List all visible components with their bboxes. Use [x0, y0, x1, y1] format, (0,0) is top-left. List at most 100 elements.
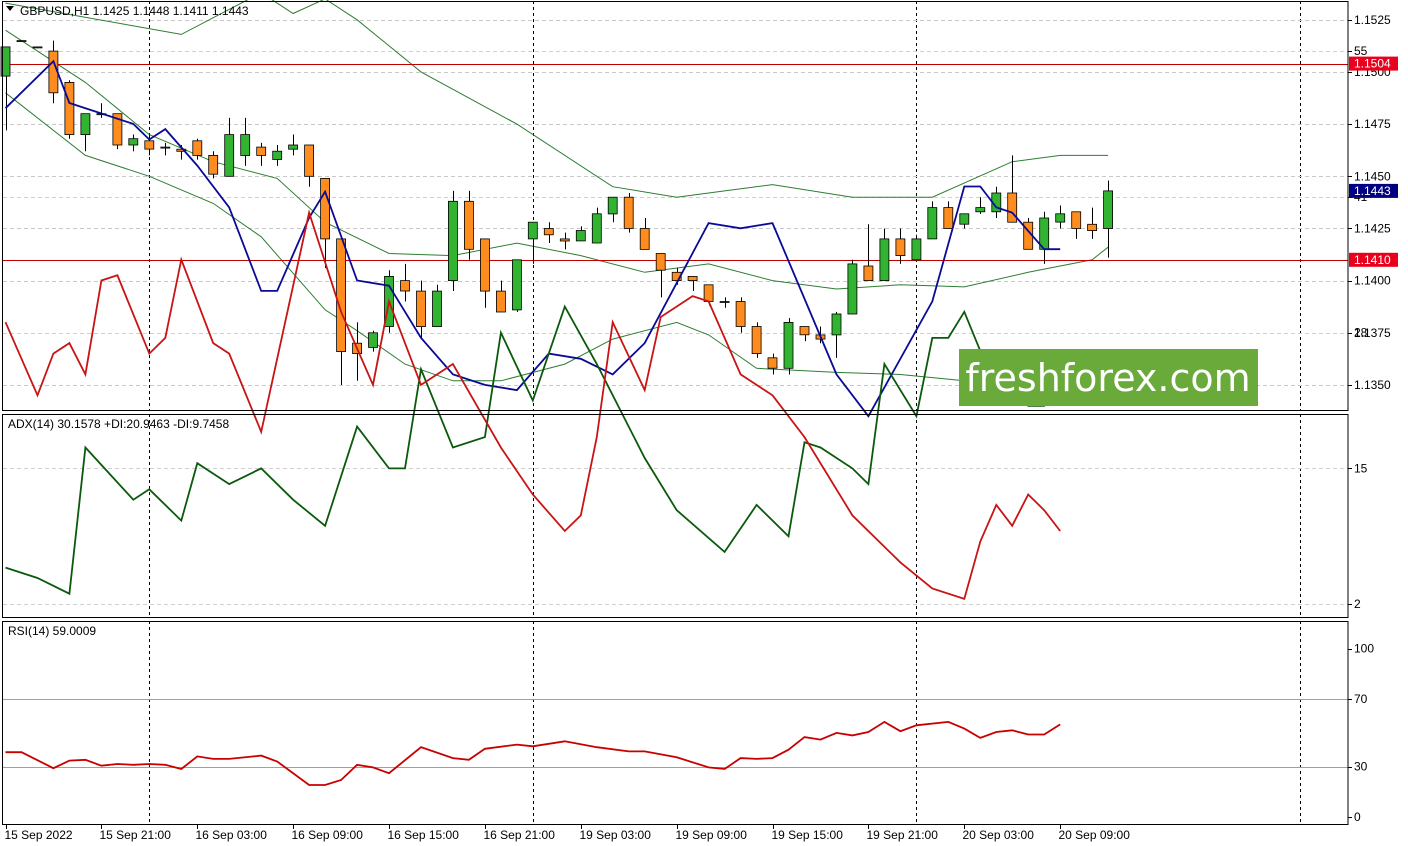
adx-tick-label: 55 — [1354, 44, 1368, 58]
time-tick-label: 20 Sep 09:00 — [1059, 828, 1131, 842]
time-tick-label: 19 Sep 15:00 — [772, 828, 844, 842]
candle-bull — [975, 197, 986, 214]
candle-body — [304, 144, 315, 177]
candle-body — [272, 150, 283, 160]
candle-bull — [1039, 211, 1050, 264]
candle-body — [368, 332, 378, 348]
candle-bear — [144, 134, 155, 156]
candle-bear — [639, 218, 650, 250]
candle-bear — [687, 275, 698, 292]
candle-bear — [751, 322, 762, 358]
candle-bull — [879, 228, 890, 281]
candle-body — [719, 301, 730, 303]
candle-bear — [304, 144, 315, 187]
adx-tick-label: 2 — [1354, 597, 1361, 611]
candlesticks — [0, 40, 1113, 385]
candle-body — [1071, 211, 1082, 229]
candle-body — [256, 146, 267, 156]
candle-body — [703, 284, 714, 302]
candle-body — [735, 301, 746, 327]
candle-bull — [1055, 205, 1066, 229]
watermark: freshforex.com — [959, 349, 1258, 406]
candle-body — [895, 238, 906, 256]
time-tick-label: 16 Sep 03:00 — [196, 828, 268, 842]
candle-bear — [559, 232, 570, 250]
candle-bear — [463, 190, 474, 260]
price-tick-label: 1.1475 — [1354, 117, 1391, 131]
candle-bear — [799, 326, 810, 342]
candle-body — [1007, 192, 1018, 223]
candle-bull — [368, 330, 378, 352]
candle-body — [208, 154, 219, 175]
adx-tick-label: 15 — [1354, 461, 1368, 475]
panel-frame-price — [2, 1, 1349, 411]
candle-bear — [208, 151, 219, 179]
price-tag-label: 1.1443 — [1354, 184, 1391, 198]
price-tick-label: 1.1400 — [1354, 274, 1391, 288]
candle-bull — [224, 117, 235, 177]
price-tag: 1.1443 — [1349, 183, 1398, 198]
price-tag-label: 1.1410 — [1354, 253, 1391, 267]
candle-body — [863, 265, 874, 282]
candle-body — [687, 275, 698, 281]
candle-bull — [0, 46, 11, 131]
candle-body — [432, 290, 442, 328]
bollinger-lower-band — [5, 92, 1109, 394]
candle-body — [336, 238, 347, 352]
candle-bear — [943, 201, 954, 229]
candle-body — [543, 228, 554, 236]
candle-body — [911, 238, 922, 261]
candle-body — [783, 321, 794, 369]
panel-frame-rsi — [2, 621, 1349, 825]
candle-bear — [256, 142, 267, 166]
candle-body — [479, 238, 490, 292]
minus-di-line — [4, 209, 1061, 601]
rsi-indicator — [5, 720, 1061, 786]
candle-body — [48, 50, 59, 94]
price-tag: 1.1410 — [1349, 253, 1398, 267]
candle-bear — [735, 297, 746, 333]
candle-bear — [655, 253, 666, 298]
price-tick-label: 1.1375 — [1354, 326, 1391, 340]
candle-bear — [352, 322, 363, 381]
candle-bull — [911, 234, 922, 261]
candle-body — [176, 148, 187, 152]
candle-bear — [863, 224, 874, 282]
candle-body — [160, 146, 171, 149]
watermark-text: freshforex.com — [965, 356, 1250, 400]
time-tick-label: 16 Sep 09:00 — [292, 828, 364, 842]
candle-bear — [416, 280, 426, 340]
candle-body — [639, 228, 650, 250]
adx-tick-label: 28 — [1354, 326, 1368, 340]
candle-bull — [96, 103, 107, 118]
candle-bear — [495, 280, 506, 313]
candle-body — [831, 313, 842, 336]
candle-body — [495, 290, 506, 313]
watermark-background — [959, 349, 1258, 406]
candle-body — [975, 207, 986, 213]
candle-body — [224, 134, 235, 177]
candle-bull — [288, 134, 299, 156]
candle-body — [607, 196, 618, 215]
rsi-line — [5, 720, 1061, 786]
candle-bull — [80, 113, 91, 152]
rsi-tick-label: 100 — [1354, 642, 1374, 656]
horizontal-lines — [3, 64, 1348, 261]
candle-body — [288, 144, 299, 150]
candle-bull — [575, 226, 586, 242]
candle-bear — [1087, 207, 1097, 239]
price-tag-label: 1.1504 — [1354, 57, 1391, 71]
price-tag-background — [1349, 56, 1398, 71]
bollinger-upper-band — [5, 0, 1109, 198]
candle-body — [463, 200, 474, 250]
time-tick-label: 19 Sep 21:00 — [867, 828, 939, 842]
candle-bear — [48, 40, 59, 104]
candle-bull — [527, 221, 538, 264]
candle-body — [1087, 223, 1097, 232]
candle-bear — [400, 263, 410, 302]
candle-body — [559, 238, 570, 242]
chart-menu-triangle-icon[interactable] — [6, 6, 14, 11]
rsi-tick-label: 30 — [1354, 760, 1368, 774]
candle-body — [655, 253, 666, 271]
rsi-tick-label: 70 — [1354, 692, 1368, 706]
